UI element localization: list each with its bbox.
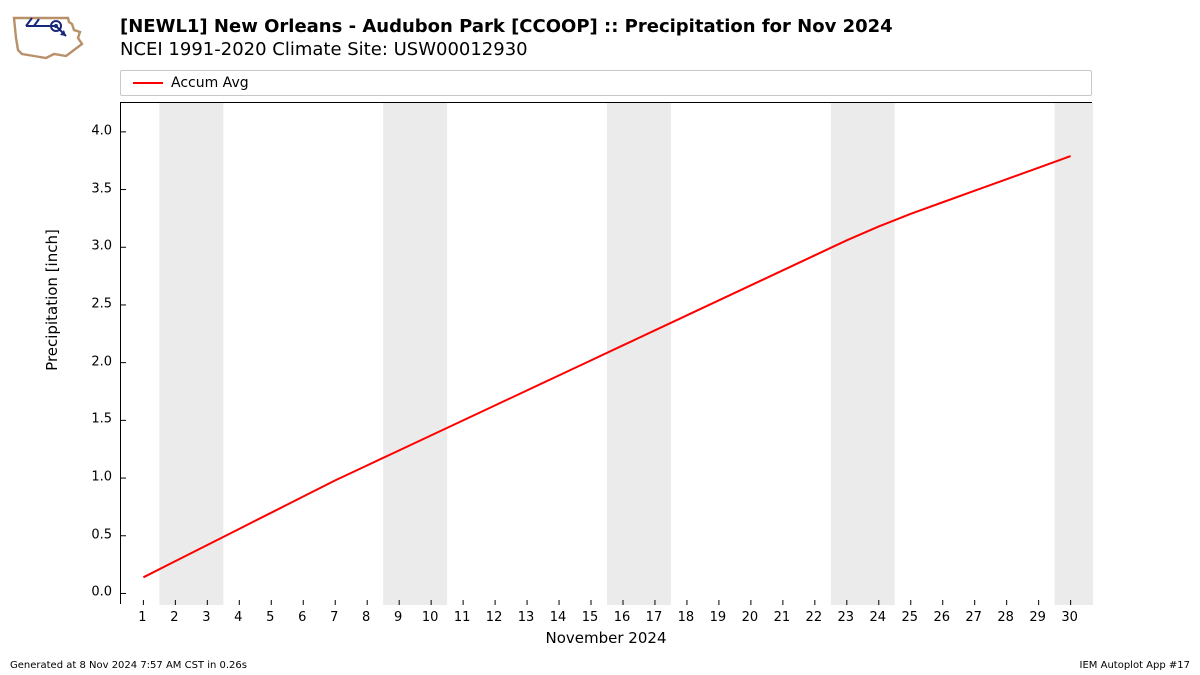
y-axis-label: Precipitation [inch] xyxy=(43,229,61,371)
x-tick-label: 1 xyxy=(138,610,146,625)
x-tick-label: 14 xyxy=(550,610,567,625)
x-tick-label: 9 xyxy=(394,610,402,625)
legend: Accum Avg xyxy=(120,70,1092,96)
x-tick-label: 8 xyxy=(362,610,370,625)
y-tick-label: 3.5 xyxy=(72,181,112,196)
y-tick-label: 4.0 xyxy=(72,123,112,138)
y-tick-label: 2.0 xyxy=(72,354,112,369)
title-line-1: [NEWL1] New Orleans - Audubon Park [CCOO… xyxy=(120,16,893,37)
x-tick-label: 25 xyxy=(901,610,918,625)
x-tick-label: 28 xyxy=(997,610,1014,625)
x-tick-label: 20 xyxy=(742,610,759,625)
x-tick-label: 21 xyxy=(774,610,791,625)
x-tick-label: 27 xyxy=(965,610,982,625)
x-tick-label: 15 xyxy=(582,610,599,625)
x-tick-label: 26 xyxy=(933,610,950,625)
title-line-2: NCEI 1991-2020 Climate Site: USW00012930 xyxy=(120,39,893,60)
x-tick-label: 12 xyxy=(486,610,503,625)
x-tick-label: 22 xyxy=(806,610,823,625)
x-tick-label: 7 xyxy=(330,610,338,625)
y-tick-label: 1.0 xyxy=(72,470,112,485)
x-tick-label: 24 xyxy=(869,610,886,625)
x-tick-label: 30 xyxy=(1061,610,1078,625)
x-tick-label: 6 xyxy=(298,610,306,625)
footer-generated: Generated at 8 Nov 2024 7:57 AM CST in 0… xyxy=(10,660,247,671)
x-tick-label: 3 xyxy=(202,610,210,625)
y-tick-label: 1.5 xyxy=(72,412,112,427)
x-tick-label: 17 xyxy=(646,610,663,625)
y-tick-label: 0.0 xyxy=(72,585,112,600)
x-tick-label: 29 xyxy=(1029,610,1046,625)
x-tick-label: 18 xyxy=(678,610,695,625)
y-tick-label: 3.0 xyxy=(72,239,112,254)
x-tick-label: 10 xyxy=(422,610,439,625)
legend-label: Accum Avg xyxy=(171,75,249,91)
plot-area xyxy=(120,102,1092,604)
y-tick-label: 2.5 xyxy=(72,296,112,311)
footer-app: IEM Autoplot App #17 xyxy=(1080,660,1190,671)
x-tick-label: 16 xyxy=(614,610,631,625)
iem-logo xyxy=(8,8,96,64)
x-tick-label: 23 xyxy=(838,610,855,625)
x-tick-label: 2 xyxy=(170,610,178,625)
x-tick-label: 19 xyxy=(710,610,727,625)
x-axis-label: November 2024 xyxy=(546,629,667,647)
x-tick-label: 4 xyxy=(234,610,242,625)
y-tick-label: 0.5 xyxy=(72,527,112,542)
x-tick-label: 5 xyxy=(266,610,274,625)
legend-swatch xyxy=(133,82,163,84)
x-tick-label: 11 xyxy=(454,610,471,625)
chart-title: [NEWL1] New Orleans - Audubon Park [CCOO… xyxy=(120,16,893,60)
x-tick-label: 13 xyxy=(518,610,535,625)
